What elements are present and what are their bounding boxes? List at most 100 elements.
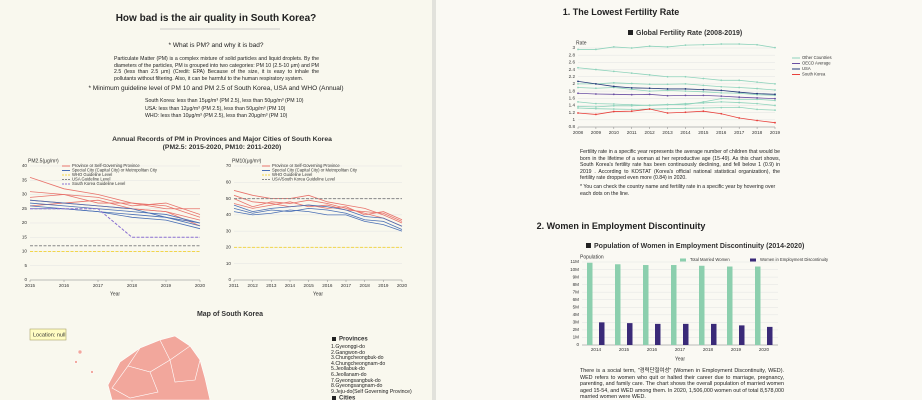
right-panel [436, 0, 922, 400]
legend-label: South Korea Guideline Level [72, 181, 125, 186]
x-tick-label: 2016 [716, 130, 727, 135]
point [756, 102, 758, 105]
note: * You can check the country name and fer… [580, 184, 776, 197]
y-tick-label: 2.4 [569, 67, 576, 72]
legend-label: Province or Self-Governing Province [272, 163, 340, 168]
map-legend-item: 2.Gangwon-do [331, 349, 366, 356]
point [666, 75, 669, 78]
y-tick-label: 30 [226, 228, 232, 233]
x-tick-label: 2014 [680, 130, 691, 135]
point [720, 112, 723, 115]
point [577, 80, 579, 83]
y-axis-label: Rate [576, 40, 587, 46]
series-line [578, 43, 776, 50]
map-legend-item: 7.Gyeongsangbuk-do [331, 377, 381, 384]
chart-title: (PM2.5: 2015-2020, PM10: 2011-2020) [163, 144, 282, 151]
paragraph: Particulate Matter (PM) is a complex mix… [114, 56, 319, 82]
y-tick-label: 1.8 [569, 88, 576, 93]
point [630, 72, 633, 75]
guide-line: USA: less than 12μg/m³ (PM 2.5), less th… [145, 105, 286, 112]
legend-label: Province or Self-Governing Province [72, 163, 140, 168]
map-legend-item: 8.Gyeongsangnam-do [331, 383, 383, 390]
point [648, 74, 651, 76]
series-line [233, 209, 403, 232]
left-panel [0, 0, 432, 400]
title-icon [586, 243, 591, 248]
point [774, 83, 776, 85]
legend-label: USA Guideline Level [72, 177, 110, 182]
x-tick-label: 2018 [127, 283, 138, 288]
point [756, 87, 758, 90]
legend-label: South Korea [802, 72, 826, 77]
bar [739, 325, 745, 345]
point [684, 75, 687, 78]
chart-title: Population of Women in Employment Discon… [594, 243, 804, 250]
point [666, 107, 669, 110]
point [720, 85, 723, 88]
point [720, 79, 723, 82]
series-line [577, 98, 776, 108]
bar [683, 323, 689, 345]
point [612, 104, 615, 107]
point [756, 92, 758, 95]
point [630, 86, 633, 89]
point [720, 106, 723, 109]
point [630, 110, 633, 113]
y-tick-label: 3M [573, 320, 580, 325]
point [577, 66, 579, 69]
point [774, 104, 776, 107]
y-tick-label: 1.6 [569, 95, 576, 100]
point [684, 44, 687, 47]
point [595, 113, 597, 116]
point [702, 84, 705, 87]
x-tick-label: 2011 [627, 130, 637, 135]
point [612, 46, 615, 48]
y-tick-label: 40 [22, 163, 28, 168]
x-tick-label: 2020 [195, 283, 206, 288]
x-tick-label: 2017 [341, 283, 352, 288]
legend-label: WHO Guideline Level [272, 172, 312, 177]
point [595, 93, 597, 95]
series-line [577, 80, 776, 95]
point [612, 103, 615, 105]
page-title: How bad is the air quality in South Kore… [115, 13, 317, 24]
point [577, 92, 579, 95]
x-tick-label: 2016 [322, 283, 333, 288]
y-tick-label: 6M [573, 297, 580, 302]
point [595, 105, 597, 108]
bar [655, 323, 661, 345]
point [666, 46, 669, 48]
y-tick-label: 1 [572, 117, 575, 122]
map-title: Map of South Korea [197, 311, 263, 318]
bar [699, 265, 705, 345]
legend-label: Women in Employment Discontinuity [760, 257, 829, 262]
map-legend: 1.Gyeonggi-do 2.Gangwon-do 3.Chungcheongbu… [331, 344, 431, 395]
x-tick-label: 2018 [752, 130, 763, 135]
series-line [577, 92, 776, 100]
point [577, 100, 579, 103]
point [666, 89, 669, 92]
point [756, 98, 758, 101]
bar [627, 323, 633, 345]
x-tick-label: 2015 [25, 283, 36, 288]
y-tick-label: 50 [226, 196, 232, 201]
point [774, 93, 776, 96]
point [774, 97, 776, 100]
y-tick-label: 15 [22, 234, 28, 239]
x-tick-label: 2012 [645, 130, 656, 135]
y-axis-label: Population [580, 254, 604, 260]
point [666, 94, 669, 97]
series-line [577, 67, 776, 85]
x-tick-label: 2016 [59, 283, 70, 288]
point [684, 111, 687, 114]
legend-label: Total Married Women [690, 257, 730, 262]
x-tick-label: 2016 [647, 347, 658, 352]
point [756, 97, 758, 99]
y-tick-label: 4M [573, 312, 580, 317]
y-axis-label: PM2.5(μg/m³) [28, 158, 59, 164]
island [90, 370, 94, 374]
y-tick-label: 40 [226, 212, 232, 217]
point [756, 43, 758, 46]
legend-label: USA [802, 66, 811, 71]
